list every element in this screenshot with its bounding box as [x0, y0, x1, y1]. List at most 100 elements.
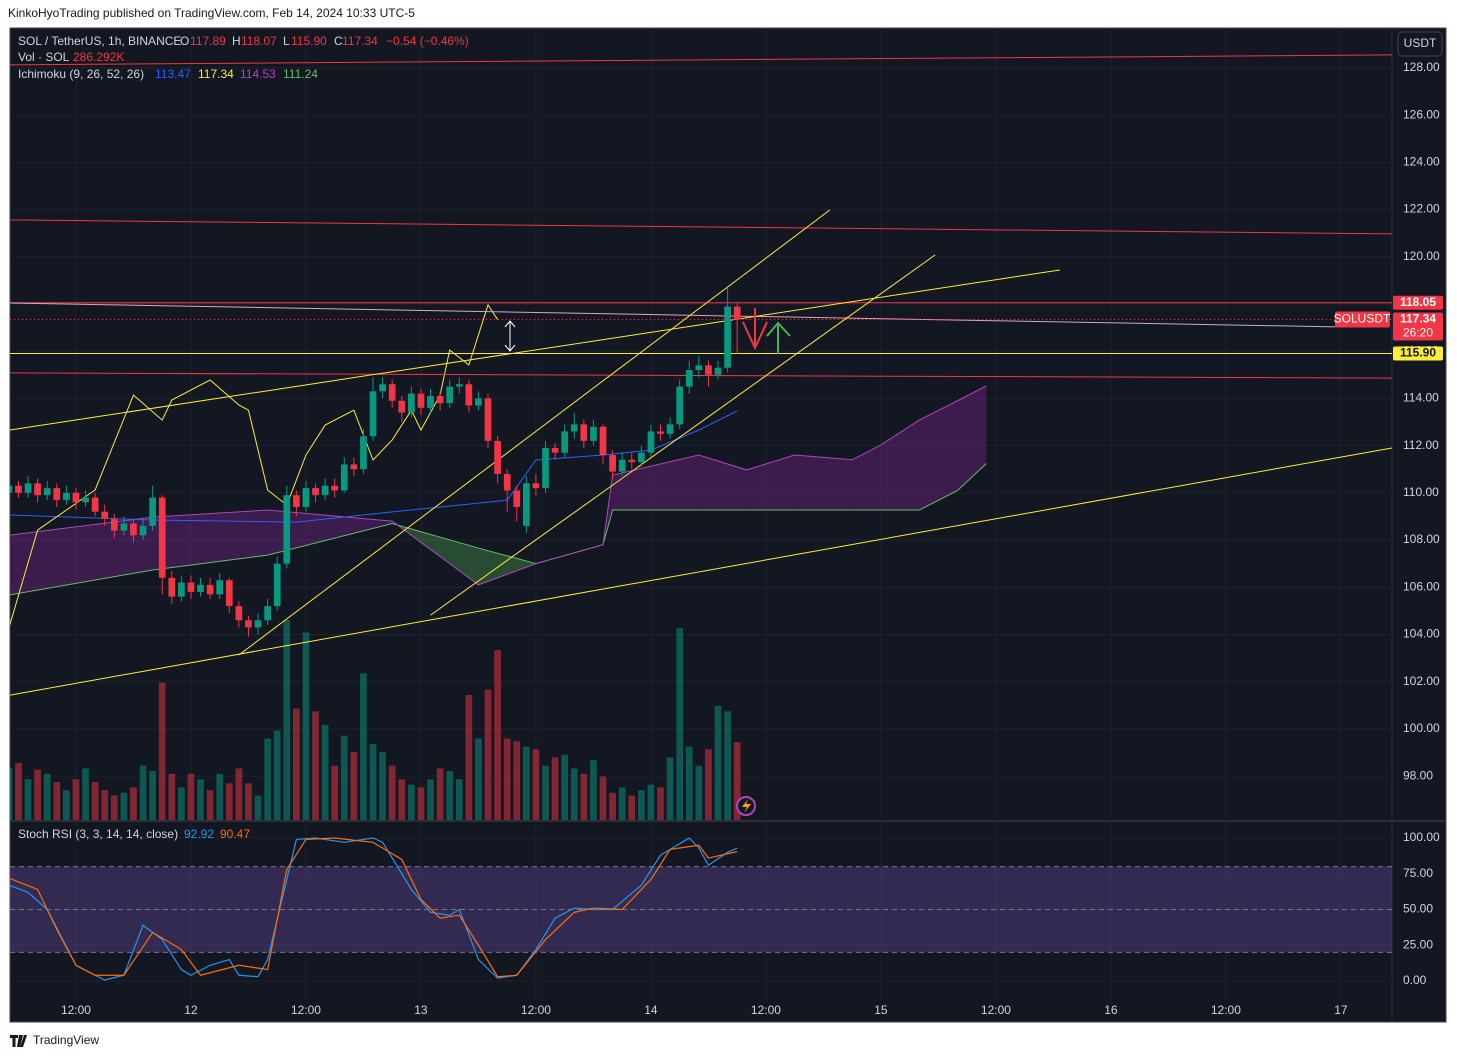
- volume-bar: [532, 749, 540, 820]
- volume-bar: [72, 779, 80, 820]
- y-tick-label: 124.00: [1403, 154, 1440, 168]
- volume-bar: [475, 738, 482, 820]
- candle-body: [302, 488, 310, 507]
- cloud-fill: [10, 517, 153, 595]
- volume-bar: [206, 790, 214, 820]
- x-tick-label: 12:00: [291, 1003, 321, 1017]
- cloud-fill: [794, 455, 853, 511]
- candle-body: [676, 386, 684, 425]
- volume-bar: [446, 771, 454, 820]
- legend: SOL / TetherUS, 1h, BINANCE O 117.89 H 1…: [18, 34, 469, 841]
- candle-body: [475, 398, 482, 406]
- volume-bar: [618, 787, 626, 820]
- ohlc-letter: H: [232, 34, 241, 48]
- ohlc-value: 115.90: [291, 34, 327, 48]
- candle-body: [91, 497, 99, 512]
- cloud-fill: [612, 455, 699, 511]
- volume-bar: [695, 765, 703, 820]
- volume-bar: [580, 773, 588, 820]
- volume-bar: [494, 650, 501, 820]
- y-tick-label: 122.00: [1403, 202, 1440, 216]
- lagging-line: [10, 303, 499, 627]
- last-price-text: 117.34: [1400, 312, 1436, 326]
- candle-body: [197, 584, 204, 592]
- y-tick-label: 112.00: [1403, 438, 1439, 452]
- currency-box[interactable]: [1397, 31, 1443, 57]
- ichimoku-title: Ichimoku (9, 26, 52, 26): [18, 67, 144, 81]
- candle-body: [542, 447, 549, 489]
- trend-line: [10, 219, 1392, 235]
- volume-bar: [245, 783, 252, 820]
- volume-bar: [408, 784, 415, 820]
- y-tick-label: 102.00: [1403, 674, 1440, 688]
- candle-body: [379, 384, 386, 392]
- candle-body: [331, 485, 339, 491]
- chart-background: [9, 27, 1447, 1023]
- candle-body: [436, 396, 444, 404]
- candle-body: [101, 511, 109, 519]
- level-badge: 118.05: [1393, 295, 1443, 310]
- stoch-tick-label: 75.00: [1403, 866, 1433, 880]
- volume-bar: [139, 765, 147, 820]
- candle-body: [168, 577, 176, 597]
- ichimoku-value: 111.24: [283, 67, 318, 81]
- volume-bar: [599, 776, 607, 820]
- y-tick-label: 128.00: [1403, 60, 1440, 74]
- candle-body: [245, 620, 252, 628]
- candle-body: [206, 584, 214, 595]
- x-tick-label: 16: [1104, 1003, 1118, 1017]
- x-tick-label: 14: [644, 1003, 658, 1017]
- volume-bar: [63, 790, 70, 820]
- volume-bar: [369, 743, 377, 820]
- double-arrow: [504, 320, 516, 352]
- y-tick-label: 126.00: [1403, 107, 1440, 121]
- volume-bar: [522, 746, 530, 820]
- candle-body: [484, 398, 492, 441]
- volume-bar: [264, 738, 271, 820]
- volume-bar: [82, 768, 89, 820]
- candle-body: [216, 580, 224, 595]
- volume-bar: [513, 741, 521, 820]
- volume-title: Vol · SOL: [18, 50, 70, 64]
- candle-body: [637, 452, 645, 463]
- volume-bar: [417, 787, 425, 820]
- volume-bar: [484, 689, 492, 820]
- candle-body: [398, 400, 406, 413]
- volume-bar: [24, 779, 32, 820]
- candle-body: [580, 424, 588, 441]
- candle-body: [551, 447, 559, 453]
- volume-bar: [503, 738, 511, 820]
- y-tick-label: 106.00: [1403, 579, 1440, 593]
- volume-bar: [590, 760, 597, 820]
- volume-bar: [666, 757, 674, 820]
- trend-line: [430, 254, 936, 616]
- x-tick-label: 13: [414, 1003, 428, 1017]
- axes: 12:00 12 12:00 13 12:00 14 12:00 15 12:00 16 12:00…: [61, 60, 1443, 1017]
- level-badge-text: 118.05: [1400, 295, 1436, 309]
- volume-bar: [34, 769, 41, 820]
- currency-button[interactable]: USDT: [1397, 31, 1443, 57]
- ohlc-letter: O: [180, 34, 189, 48]
- volume-bar: [637, 790, 645, 820]
- candle-body: [714, 367, 722, 375]
- candle-body: [427, 396, 434, 408]
- candle-body: [685, 370, 693, 387]
- y-tick-label: 100.00: [1403, 721, 1440, 735]
- volume-bar: [570, 768, 578, 820]
- volume-bar: [216, 773, 224, 820]
- x-tick-label: 17: [1334, 1003, 1348, 1017]
- symbol-label: SOLUSDT: [1334, 312, 1391, 326]
- stoch-band: [10, 866, 1392, 953]
- candle-body: [666, 424, 674, 434]
- candle-body: [53, 488, 61, 500]
- volume-bar: [724, 711, 731, 820]
- volume-bar: [561, 754, 569, 820]
- stoch-pane: [10, 837, 1392, 981]
- countdown: 26:20: [1403, 326, 1433, 340]
- candle-body: [513, 490, 521, 507]
- candle-body: [43, 488, 51, 496]
- candle-body: [408, 393, 415, 413]
- cloud-fill: [746, 455, 795, 511]
- volume-bar: [542, 765, 549, 820]
- candle-body: [225, 580, 233, 607]
